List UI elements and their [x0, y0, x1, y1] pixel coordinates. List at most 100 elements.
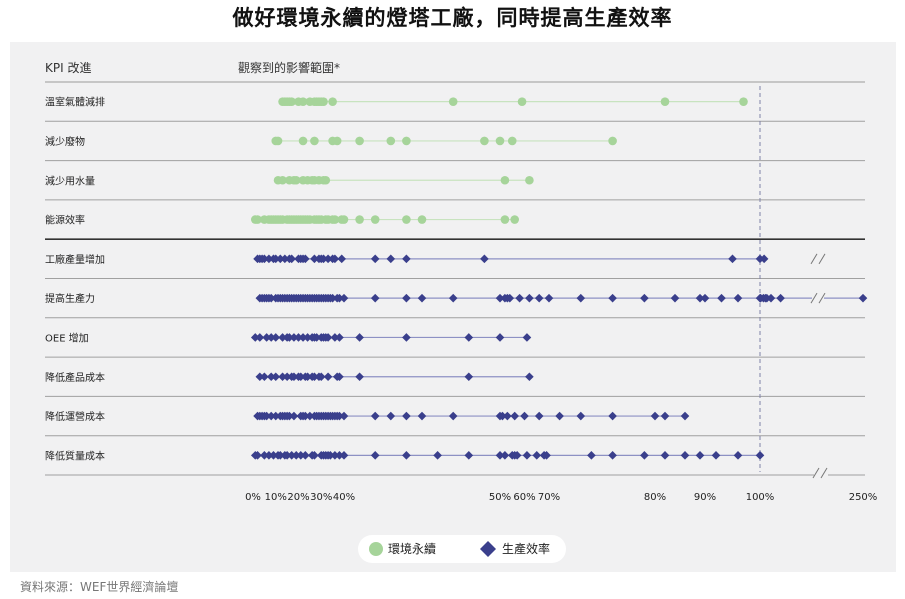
data-point-diamond	[285, 411, 294, 421]
data-point-diamond	[498, 411, 507, 421]
data-point-diamond	[262, 333, 271, 342]
data-point-circle	[298, 97, 308, 106]
legend-label-green: 環境永續	[388, 541, 436, 556]
data-point-diamond	[312, 333, 321, 342]
data-point-diamond	[670, 293, 680, 303]
data-point-diamond	[500, 451, 510, 460]
data-point-diamond	[680, 451, 690, 460]
data-point-diamond	[650, 411, 660, 421]
data-point-circle	[355, 136, 364, 146]
data-point-diamond	[250, 333, 260, 342]
data-point-diamond	[480, 254, 489, 264]
axis-break-gap	[814, 468, 828, 478]
data-point-diamond	[640, 293, 649, 303]
data-point-diamond	[522, 451, 532, 460]
axis-break-mark	[812, 467, 820, 479]
data-point-diamond	[464, 372, 474, 382]
range-column-header: 觀察到的影響範圍*	[238, 60, 340, 75]
data-point-diamond	[266, 411, 276, 421]
kpi-column-header: KPI 改進	[45, 61, 91, 75]
data-point-diamond	[759, 254, 769, 264]
data-point-diamond	[525, 293, 534, 303]
data-point-diamond	[335, 372, 344, 382]
data-point-diamond	[282, 372, 292, 382]
data-point-diamond	[728, 254, 737, 264]
data-point-diamond	[858, 293, 868, 303]
data-point-diamond	[266, 333, 276, 342]
data-point-diamond	[335, 411, 344, 421]
data-point-diamond	[316, 372, 326, 382]
data-point-circle	[448, 97, 458, 106]
data-point-diamond	[766, 293, 776, 303]
data-point-diamond	[515, 293, 524, 303]
chart-svg: KPI 改進 觀察到的影響範圍* 溫室氣體減排減少廢物減少用水量能源效率工廠產量…	[45, 60, 877, 563]
data-point-diamond	[260, 372, 269, 382]
data-point-diamond	[355, 372, 364, 382]
data-point-diamond	[339, 451, 349, 460]
x-tick-label: 90%	[694, 492, 716, 503]
data-point-diamond	[289, 372, 299, 382]
data-point-diamond	[417, 411, 427, 421]
data-point-diamond	[525, 372, 534, 382]
data-point-diamond	[660, 451, 670, 460]
axis-break-mark	[818, 292, 826, 304]
data-point-diamond	[464, 451, 474, 460]
data-point-diamond	[335, 333, 344, 342]
data-point-circle	[402, 136, 411, 146]
data-point-diamond	[370, 451, 380, 460]
data-point-diamond	[285, 333, 294, 342]
data-point-circle	[500, 175, 510, 185]
data-point-diamond	[433, 451, 442, 460]
x-tick-label: 60%	[513, 492, 535, 503]
data-point-diamond	[660, 411, 670, 421]
data-point-diamond	[296, 451, 306, 460]
data-point-circle	[517, 97, 527, 106]
x-tick-label: 100%	[746, 492, 775, 503]
data-point-diamond	[386, 411, 396, 421]
data-point-circle	[310, 136, 319, 146]
data-point-diamond	[296, 372, 306, 382]
data-point-circle	[608, 136, 617, 146]
data-point-diamond	[330, 451, 340, 460]
data-point-diamond	[264, 254, 274, 264]
data-point-diamond	[278, 372, 287, 382]
row-label: 溫室氣體減排	[45, 96, 105, 109]
data-point-diamond	[402, 333, 411, 342]
data-point-diamond	[289, 411, 299, 421]
data-point-diamond	[402, 254, 411, 264]
data-point-circle	[495, 136, 505, 146]
legend: 環境永續 生產效率	[358, 535, 566, 563]
marks-layer	[250, 97, 868, 460]
data-point-diamond	[542, 451, 551, 460]
data-point-diamond	[717, 293, 726, 303]
data-point-diamond	[695, 451, 705, 460]
data-point-diamond	[555, 411, 564, 421]
data-point-diamond	[711, 451, 721, 460]
data-point-diamond	[323, 333, 333, 342]
data-point-diamond	[587, 451, 596, 460]
data-point-diamond	[260, 451, 269, 460]
data-point-diamond	[328, 293, 337, 303]
data-point-diamond	[640, 451, 649, 460]
x-tick-label: 10%	[265, 492, 287, 503]
data-point-diamond	[776, 293, 785, 303]
row-label: 減少用水量	[45, 174, 95, 187]
row-label: 減少廢物	[45, 135, 85, 148]
data-point-circle	[287, 97, 296, 106]
data-point-diamond	[303, 333, 312, 342]
ticks-layer: 0% 10% 20% 30% 40% 50% 60% 70% 80% 90% 100% 250%	[245, 492, 877, 503]
data-point-diamond	[680, 411, 690, 421]
data-point-diamond	[310, 254, 319, 264]
data-point-diamond	[495, 451, 505, 460]
data-point-diamond	[370, 254, 380, 264]
data-point-circle	[319, 97, 328, 106]
data-point-circle	[273, 136, 283, 146]
data-point-diamond	[576, 411, 586, 421]
data-point-diamond	[278, 333, 287, 342]
data-point-diamond	[520, 411, 529, 421]
data-point-diamond	[695, 293, 705, 303]
data-point-circle	[355, 215, 364, 224]
data-point-diamond	[330, 333, 340, 342]
reference-layer	[759, 86, 828, 479]
data-point-diamond	[305, 411, 315, 421]
